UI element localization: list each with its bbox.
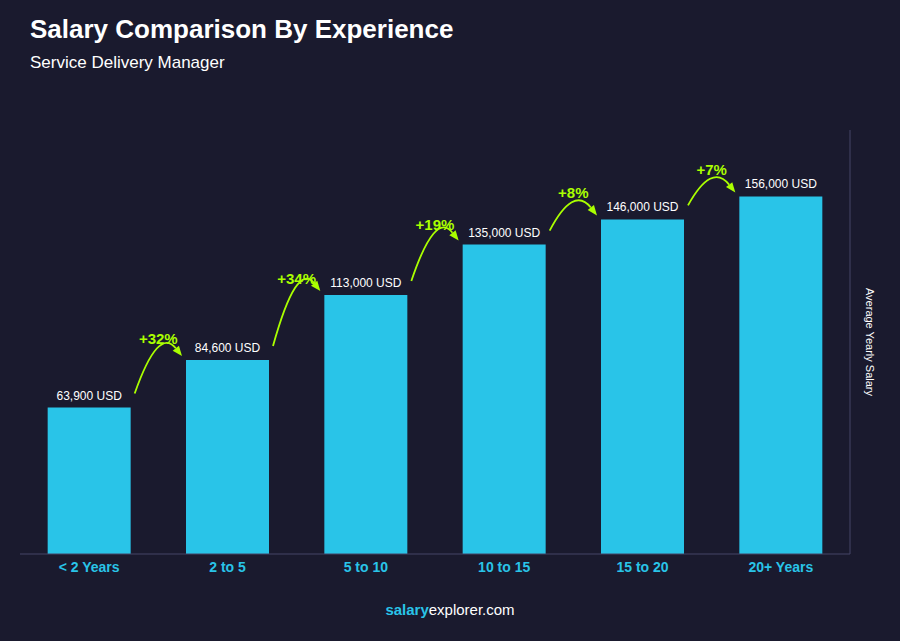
svg-text:15 to 20: 15 to 20: [616, 559, 668, 575]
html-text:Service Delivery Manager: Service Delivery Manager: [30, 53, 225, 72]
svg-text:Average Yearly Salary: Average Yearly Salary: [864, 288, 876, 397]
svg-text:+8%: +8%: [558, 184, 588, 201]
svg-text:+34%: +34%: [277, 270, 316, 287]
svg-text:156,000 USD: 156,000 USD: [745, 177, 817, 191]
svg-text:63,900 USD: 63,900 USD: [56, 389, 122, 403]
html-text:Salary Comparison By Experienc: Salary Comparison By Experience: [30, 14, 454, 44]
svg-text:< 2 Years: < 2 Years: [59, 559, 120, 575]
svg-text:135,000 USD: 135,000 USD: [468, 226, 540, 240]
svg-text:5 to 10: 5 to 10: [344, 559, 389, 575]
svg-text:113,000 USD: 113,000 USD: [330, 276, 401, 290]
svg-text:+7%: +7%: [696, 161, 726, 178]
svg-text:84,600 USD: 84,600 USD: [195, 341, 261, 355]
svg-text:+32%: +32%: [139, 330, 178, 347]
html-text:salary explorer.com: salary explorer.com: [385, 601, 515, 618]
svg-text:146,000 USD: 146,000 USD: [606, 200, 678, 214]
svg-text:10 to 15: 10 to 15: [478, 559, 530, 575]
svg-text:20+ Years: 20+ Years: [748, 559, 813, 575]
svg-text:2 to 5: 2 to 5: [209, 559, 246, 575]
svg-text:+19%: +19%: [416, 216, 455, 233]
